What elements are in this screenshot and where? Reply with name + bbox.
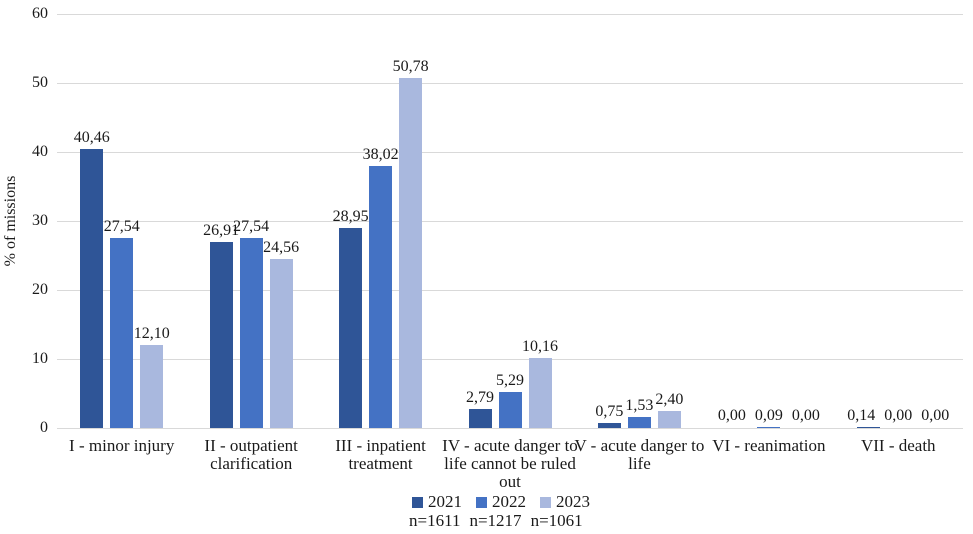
y-tick-label: 50 bbox=[32, 74, 48, 91]
x-category-label: VII - death bbox=[860, 436, 936, 455]
bar-value-label: 2,79 bbox=[466, 388, 494, 406]
bar-value-label: 27,54 bbox=[103, 217, 140, 235]
bar-value-label: 2,40 bbox=[655, 391, 684, 409]
bar-value-label: 24,56 bbox=[263, 238, 300, 256]
bar bbox=[80, 148, 104, 428]
y-tick-label: 30 bbox=[32, 212, 48, 229]
sample-sizes: n=1611 n=1217 n=1061 bbox=[409, 511, 583, 530]
legend-swatch-2022 bbox=[476, 496, 487, 508]
legend-swatch-2021 bbox=[412, 496, 423, 508]
bar bbox=[498, 391, 522, 428]
gridline bbox=[57, 14, 963, 15]
x-category-label: I - minor injury bbox=[69, 436, 175, 455]
bar-value-label: 0,00 bbox=[717, 407, 746, 424]
bar-value-label: 5,29 bbox=[496, 371, 524, 389]
x-category-label: II - outpatient clarification bbox=[204, 436, 298, 473]
bar-value-label: 0,75 bbox=[595, 402, 624, 420]
x-axis-labels: I - minor injury II - outpatient clarific… bbox=[0, 437, 973, 495]
bar bbox=[627, 417, 651, 428]
bar bbox=[597, 422, 621, 428]
gridline bbox=[57, 359, 963, 360]
bar bbox=[528, 357, 552, 428]
bar-value-label: 40,46 bbox=[73, 128, 110, 146]
bar bbox=[140, 344, 164, 428]
legend-item: 2021 bbox=[412, 493, 462, 511]
x-category-label: V - acute danger to life bbox=[574, 436, 705, 473]
bar-value-label: 38,02 bbox=[362, 145, 399, 163]
x-category-label: VI - reanimation bbox=[712, 436, 826, 455]
bar-value-label: 0,00 bbox=[921, 407, 950, 424]
plot-area: 40,46 27,54 12,10 26,91 27,54 24,56 28,95 38,02… bbox=[57, 14, 963, 429]
legend-item: 2022 bbox=[476, 493, 526, 511]
y-tick-label: 20 bbox=[32, 281, 48, 298]
sample-size-label: n=1061 bbox=[530, 511, 583, 530]
bar bbox=[856, 427, 880, 428]
bar bbox=[239, 237, 263, 428]
bar bbox=[757, 427, 781, 428]
y-tick-label: 40 bbox=[32, 143, 48, 160]
bar-value-label: 0,09 bbox=[754, 407, 783, 424]
bar-value-label: 0,14 bbox=[847, 407, 876, 424]
bar bbox=[339, 228, 363, 428]
bar bbox=[110, 237, 134, 428]
x-axis-line bbox=[57, 428, 963, 429]
gridline bbox=[57, 221, 963, 222]
sample-size-label: n=1611 bbox=[409, 511, 461, 530]
gridline bbox=[57, 290, 963, 291]
x-category-label: III - inpatient treatment bbox=[335, 436, 426, 473]
bar-value-label: 50,78 bbox=[392, 57, 429, 75]
gridline bbox=[57, 152, 963, 153]
legend-item: 2023 bbox=[540, 493, 590, 511]
bar bbox=[468, 408, 492, 428]
legend-swatch-2023 bbox=[540, 496, 551, 508]
bar bbox=[269, 258, 293, 428]
legend-year-label: 2021 bbox=[428, 492, 462, 511]
bar bbox=[399, 77, 423, 428]
bar-value-label: 0,00 bbox=[791, 407, 820, 424]
legend-year-label: 2022 bbox=[492, 492, 526, 511]
bar-value-label: 1,53 bbox=[625, 397, 654, 415]
bar bbox=[209, 242, 233, 428]
bar bbox=[657, 411, 681, 428]
sample-size-label: n=1217 bbox=[469, 511, 522, 530]
legend-year-label: 2023 bbox=[556, 492, 590, 511]
y-tick-label: 0 bbox=[40, 419, 48, 436]
bar-value-label: 27,54 bbox=[233, 217, 270, 235]
x-category-label: IV - acute danger to life cannot be rule… bbox=[442, 436, 578, 491]
bar-value-label: 12,10 bbox=[133, 324, 170, 342]
gridline bbox=[57, 83, 963, 84]
y-tick-label: 10 bbox=[32, 350, 48, 367]
legend: 2021 2022 2023 bbox=[412, 493, 590, 511]
bar-value-label: 26,91 bbox=[203, 222, 240, 240]
bar-value-label: 10,16 bbox=[522, 337, 558, 355]
bar-value-label: 28,95 bbox=[332, 208, 369, 226]
y-tick-label: 60 bbox=[32, 5, 48, 22]
bar bbox=[369, 165, 393, 428]
bar-value-label: 0,00 bbox=[884, 407, 913, 424]
